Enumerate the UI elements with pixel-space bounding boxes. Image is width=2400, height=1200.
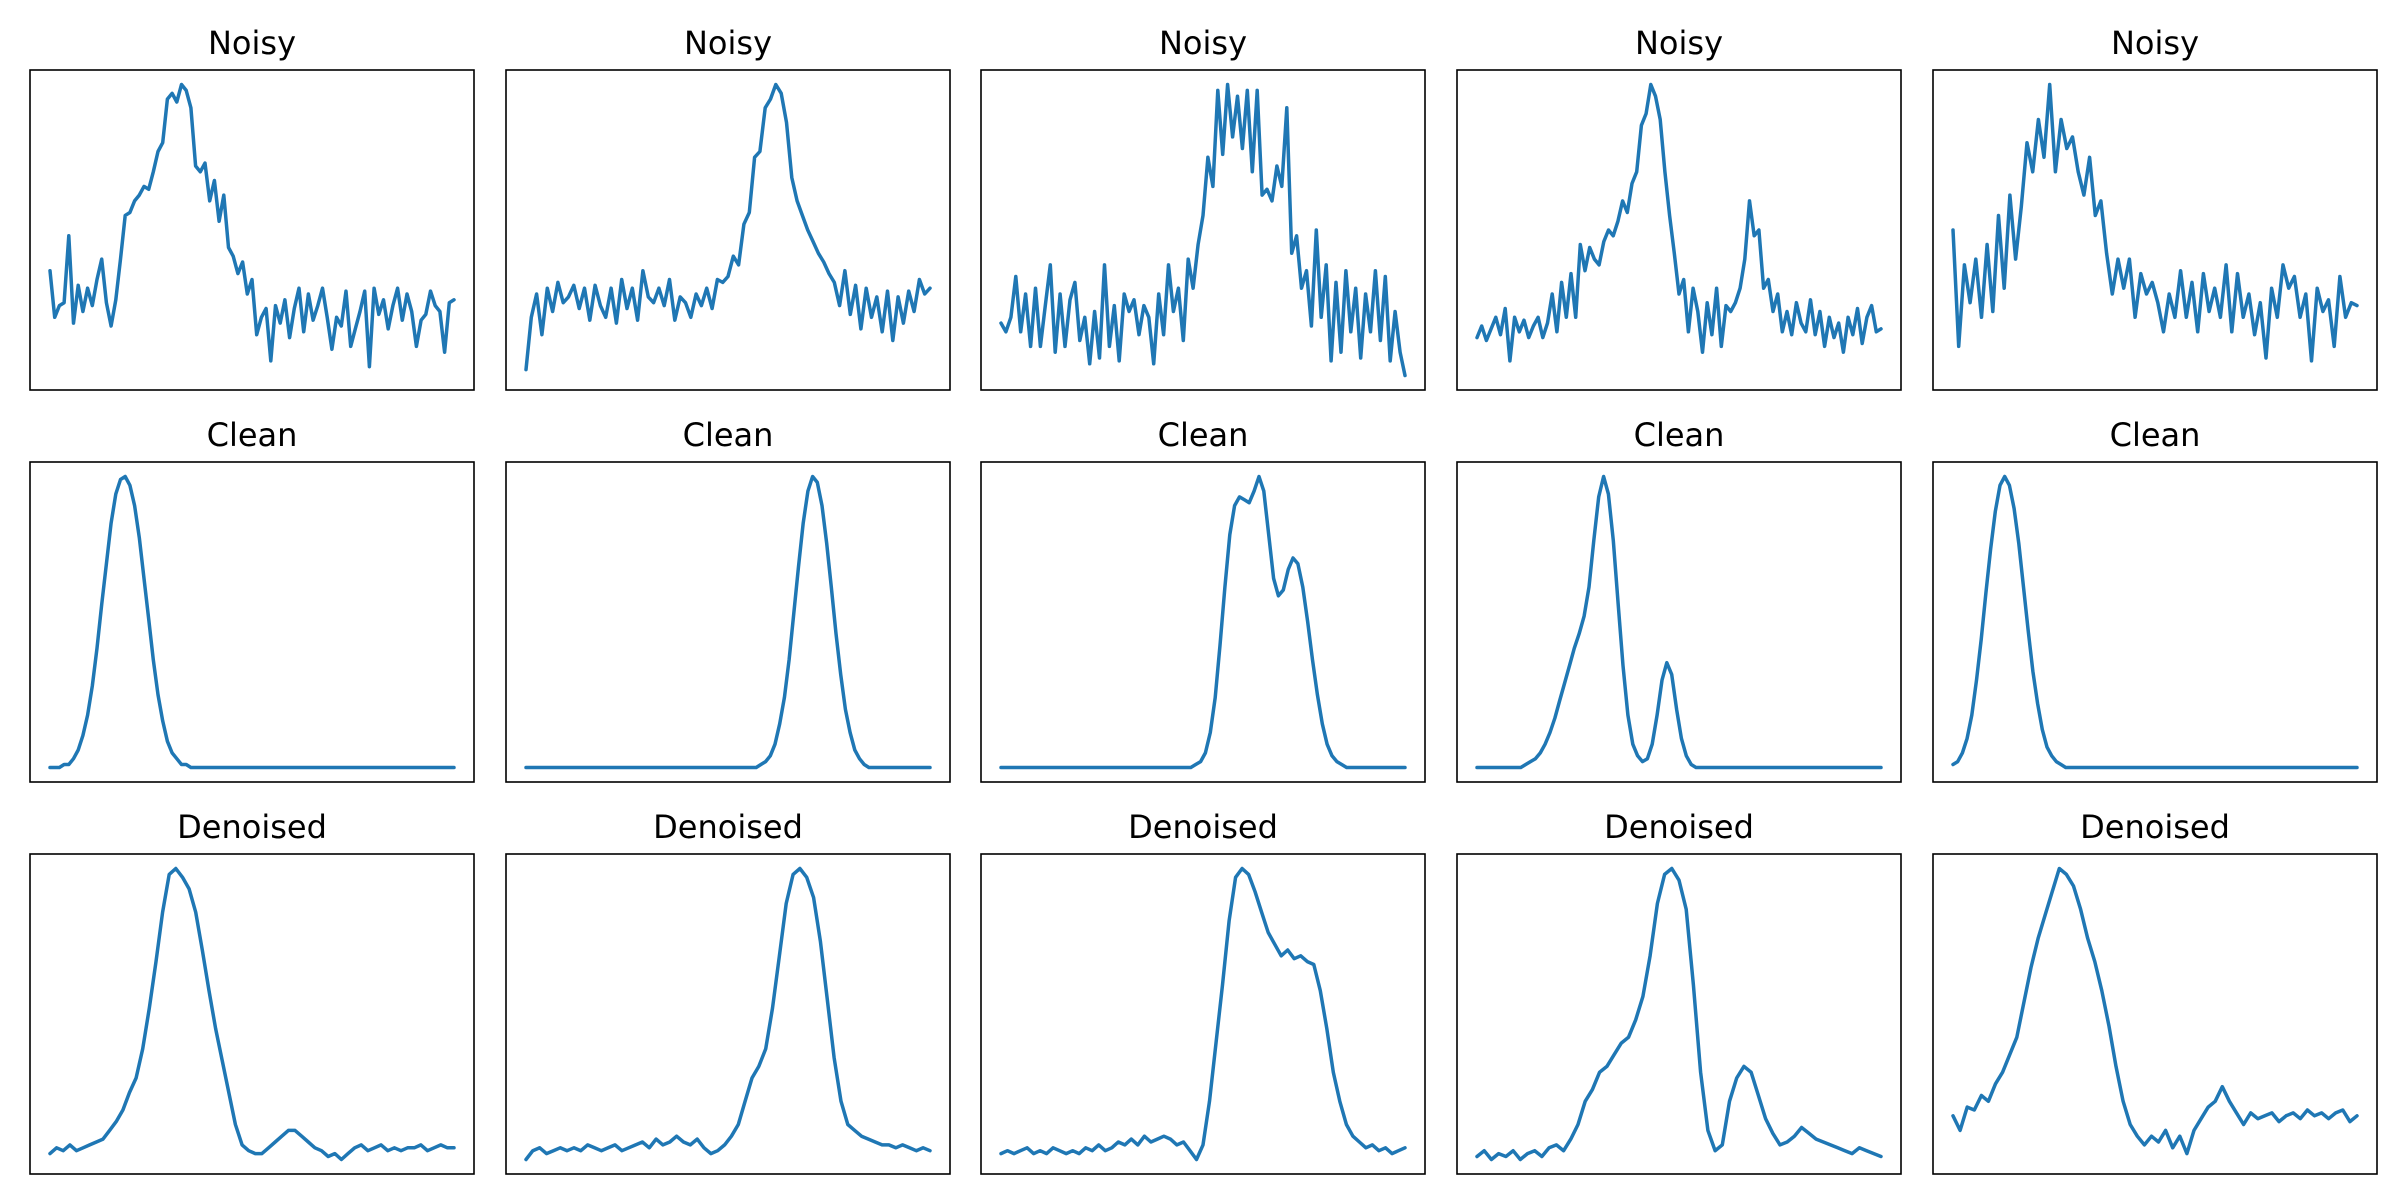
panel-title: Clean <box>1634 416 1725 454</box>
axes-frame <box>505 461 951 783</box>
panel-5-noisy: Noisy <box>1932 24 2378 391</box>
axes-frame <box>29 853 475 1175</box>
panel-2-clean: Clean <box>505 416 951 783</box>
series-line <box>48 82 456 369</box>
axes-frame <box>1932 69 2378 391</box>
series-line <box>999 474 1407 770</box>
panel-title: Denoised <box>1128 808 1278 846</box>
panel-title: Noisy <box>1159 24 1247 62</box>
axes-frame <box>29 69 475 391</box>
panel-1-clean: Clean <box>29 416 475 783</box>
series-line <box>48 474 456 770</box>
panel-title: Denoised <box>2080 808 2230 846</box>
series-line <box>524 474 932 770</box>
panel-title: Clean <box>683 416 774 454</box>
axes-frame <box>505 69 951 391</box>
panel-1-denoised: Denoised <box>29 808 475 1175</box>
series-line <box>1951 866 2359 1156</box>
series-line <box>1475 82 1883 363</box>
panel-title: Noisy <box>684 24 772 62</box>
panel-title: Clean <box>207 416 298 454</box>
panel-3-clean: Clean <box>980 416 1426 783</box>
panel-title: Clean <box>1158 416 1249 454</box>
panel-title: Noisy <box>208 24 296 62</box>
series-line <box>1951 474 2359 770</box>
panel-title: Clean <box>2110 416 2201 454</box>
series-line <box>1475 474 1883 770</box>
axes-frame <box>1456 461 1902 783</box>
axes-frame <box>1932 461 2378 783</box>
series-line <box>1951 82 2359 363</box>
axes-frame <box>980 461 1426 783</box>
axes-frame <box>980 69 1426 391</box>
panel-title: Denoised <box>177 808 327 846</box>
series-line <box>524 866 932 1162</box>
panel-4-noisy: Noisy <box>1456 24 1902 391</box>
panel-2-noisy: Noisy <box>505 24 951 391</box>
panel-3-denoised: Denoised <box>980 808 1426 1175</box>
axes-frame <box>1456 853 1902 1175</box>
panel-2-denoised: Denoised <box>505 808 951 1175</box>
panel-title: Noisy <box>2111 24 2199 62</box>
panel-3-noisy: Noisy <box>980 24 1426 391</box>
panel-title: Denoised <box>653 808 803 846</box>
axes-frame <box>29 461 475 783</box>
panel-title: Noisy <box>1635 24 1723 62</box>
panel-title: Denoised <box>1604 808 1754 846</box>
series-line <box>48 866 456 1162</box>
series-line <box>1475 866 1883 1162</box>
series-line <box>999 866 1407 1162</box>
panel-4-denoised: Denoised <box>1456 808 1902 1175</box>
axes-frame <box>980 853 1426 1175</box>
panel-5-denoised: Denoised <box>1932 808 2378 1175</box>
series-line <box>524 82 932 372</box>
axes-frame <box>505 853 951 1175</box>
panel-4-clean: Clean <box>1456 416 1902 783</box>
axes-frame <box>1932 853 2378 1175</box>
panel-1-noisy: Noisy <box>29 24 475 391</box>
series-line <box>999 82 1407 378</box>
axes-frame <box>1456 69 1902 391</box>
panel-5-clean: Clean <box>1932 416 2378 783</box>
